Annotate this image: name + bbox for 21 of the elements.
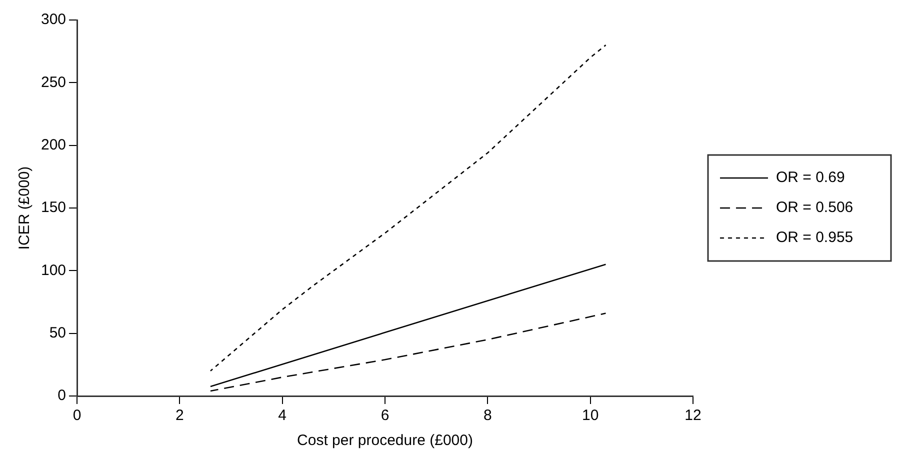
legend-label: OR = 0.955 — [776, 229, 854, 246]
x-tick-label: 6 — [380, 407, 390, 424]
x-tick-label: 4 — [278, 407, 287, 424]
line-series — [210, 44, 606, 372]
y-tick-label: 300 — [40, 11, 66, 28]
y-tick-label: 200 — [40, 136, 66, 154]
x-tick-label: 8 — [484, 407, 492, 424]
y-tick-label: 0 — [58, 387, 66, 404]
y-tick-label: 150 — [40, 199, 66, 216]
y-tick-label: 100 — [40, 262, 66, 279]
y-tick-label: 250 — [40, 74, 66, 91]
y-axis-title: ICER (£000) — [16, 166, 34, 250]
x-tick-label: 10 — [582, 407, 599, 424]
x-axis-title: Cost per procedure (£000) — [297, 432, 473, 450]
x-tick-label: 0 — [72, 407, 82, 424]
legend-label: OR = 0.69 — [776, 169, 845, 186]
x-tick-label: 12 — [684, 407, 702, 424]
line-series — [210, 312, 606, 392]
legend-label: OR = 0.506 — [776, 199, 854, 216]
y-tick-label: 50 — [49, 324, 66, 342]
x-tick-label: 2 — [176, 407, 184, 424]
